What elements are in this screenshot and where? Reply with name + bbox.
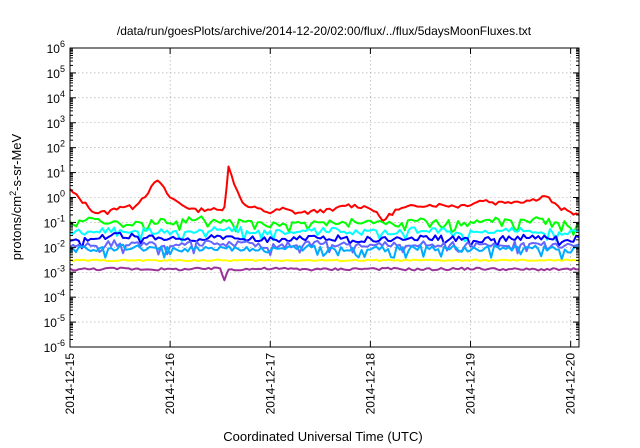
series-line-4 [69,239,580,256]
y-axis-label: protons/cm2-s-sr-MeV [8,133,24,260]
series-line-5 [69,243,580,261]
x-tick-label: 2014-12-15 [63,353,77,415]
x-axis-label: Coordinated Universal Time (UTC) [223,429,422,444]
y-tick-label: 10-3 [44,263,65,280]
x-tick-label: 2014-12-16 [163,353,177,415]
y-tick-label: 106 [47,39,65,56]
y-tick-label: 10-4 [44,288,65,305]
x-tick-label: 2014-12-20 [564,353,578,415]
chart-title: /data/run/goesPlots/archive/2014-12-20/0… [117,24,532,38]
y-axis: 10-6 10-5 10-4 10-3 10-2 10-1 100 101 102 103 104 1… [44,39,579,355]
series-line-2 [69,226,580,242]
y-tick-label: 101 [47,164,65,181]
y-tick-label: 10-2 [44,238,65,255]
series-line-0 [69,165,580,222]
x-axis: 2014-12-15 2014-12-16 2014-12-17 2014-12-18… [63,48,578,414]
series-group [69,165,580,282]
series-line-6 [69,258,580,263]
y-tick-label: 103 [47,114,65,131]
y-tick-label: 10-5 [44,313,65,330]
grid [69,48,579,347]
series-line-1 [69,215,580,236]
x-tick-label: 2014-12-17 [263,353,277,415]
series-line-7 [69,266,579,282]
y-tick-label: 105 [47,64,65,81]
series-line-3 [69,231,580,250]
y-tick-label: 10-1 [44,213,65,230]
y-tick-label: 102 [47,139,65,156]
y-tick-label: 100 [47,189,65,206]
x-tick-label: 2014-12-19 [464,353,478,415]
y-tick-label: 10-6 [44,338,65,355]
x-tick-label: 2014-12-18 [363,353,377,415]
y-tick-label: 104 [47,89,65,106]
